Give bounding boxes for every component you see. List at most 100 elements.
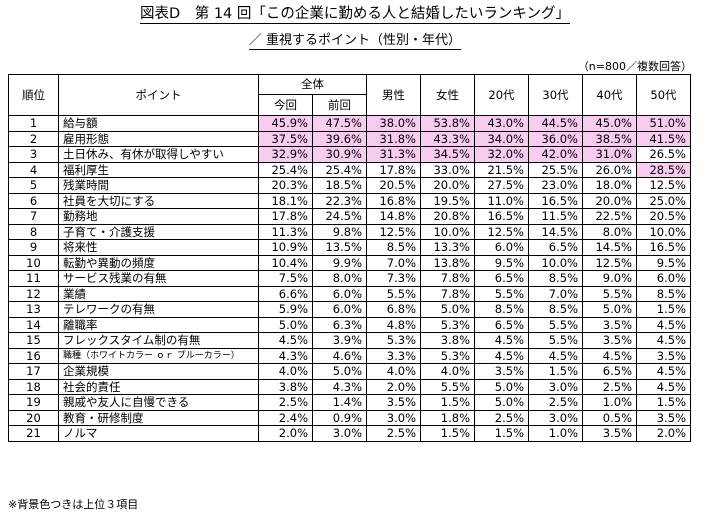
value-cell: 7.5% (258, 270, 313, 287)
value-cell: 3.3% (366, 347, 421, 364)
value-cell: 9.8% (312, 223, 367, 240)
table-row: 21 ノルマ 2.0% 3.0% 2.5% 1.5% 1.5% 1.0% 3.5% 2.0% (8, 425, 691, 442)
value-cell: 5.5% (528, 332, 583, 349)
value-cell: 14.5% (582, 239, 637, 256)
value-cell: 2.5% (528, 394, 583, 411)
header-age40: 40代 (582, 74, 637, 116)
value-cell: 43.3% (420, 130, 475, 147)
value-cell: 1.5% (420, 425, 475, 442)
header-overall: 全体 (258, 74, 367, 95)
value-cell: 34.5% (420, 146, 475, 163)
value-cell: 5.0% (312, 363, 367, 380)
value-cell: 27.5% (474, 177, 529, 194)
value-cell: 33.0% (420, 161, 475, 178)
value-cell: 1.5% (636, 301, 691, 318)
value-cell: 53.8% (420, 115, 475, 132)
table-row: 18 社会的責任 3.8% 4.3% 2.0% 5.5% 5.0% 3.0% 2.5% 4.5% (8, 378, 691, 395)
value-cell: 5.5% (474, 285, 529, 302)
value-cell: 20.5% (636, 208, 691, 225)
value-cell: 5.5% (528, 316, 583, 333)
value-cell: 4.5% (528, 347, 583, 364)
value-cell: 16.5% (636, 239, 691, 256)
value-cell: 19.5% (420, 192, 475, 209)
value-cell: 6.0% (636, 270, 691, 287)
value-cell: 9.5% (636, 254, 691, 271)
rank-cell: 12 (8, 285, 59, 302)
value-cell: 20.3% (258, 177, 313, 194)
table-row: 7 勤務地 17.8% 24.5% 14.8% 20.8% 16.5% 11.5% 22.5% 2… (8, 208, 691, 225)
point-cell: ノルマ (58, 425, 259, 442)
table-row: 14 離職率 5.0% 6.3% 4.8% 5.3% 6.5% 5.5% 3.5% 4.5% (8, 316, 691, 333)
page-subtitle: ／ 重視するポイント（性別・年代） (248, 33, 462, 50)
header-point: ポイント (58, 74, 259, 116)
rank-cell: 4 (8, 161, 59, 178)
table-row: 20 教育・研修制度 2.4% 0.9% 3.0% 1.8% 2.5% 3.0% 0.5% 3.5… (8, 409, 691, 426)
table-row: 11 サービス残業の有無 7.5% 8.0% 7.3% 7.8% 6.5% 8.5% 9.0% 6… (8, 270, 691, 287)
value-cell: 3.0% (528, 409, 583, 426)
value-cell: 7.0% (528, 285, 583, 302)
value-cell: 3.0% (528, 378, 583, 395)
value-cell: 6.5% (528, 239, 583, 256)
value-cell: 2.0% (636, 425, 691, 442)
value-cell: 11.0% (474, 192, 529, 209)
value-cell: 3.8% (420, 332, 475, 349)
value-cell: 5.0% (474, 394, 529, 411)
value-cell: 18.1% (258, 192, 313, 209)
value-cell: 8.5% (636, 285, 691, 302)
table-row: 13 テレワークの有無 5.9% 6.0% 6.8% 5.0% 8.5% 8.5% 5.0% 1.… (8, 301, 691, 318)
value-cell: 6.5% (474, 316, 529, 333)
value-cell: 9.5% (474, 254, 529, 271)
value-cell: 5.5% (366, 285, 421, 302)
value-cell: 45.9% (258, 115, 313, 132)
value-cell: 5.0% (474, 378, 529, 395)
header-age20: 20代 (474, 74, 529, 116)
table-row: 3 土日休み、有休が取得しやすい 32.9% 30.9% 31.3% 34.5% 32.0%… (8, 146, 691, 163)
value-cell: 4.0% (420, 363, 475, 380)
point-cell: 転勤や異動の頻度 (58, 254, 259, 271)
value-cell: 47.5% (312, 115, 367, 132)
value-cell: 4.5% (636, 363, 691, 380)
value-cell: 34.0% (474, 130, 529, 147)
value-cell: 4.8% (366, 316, 421, 333)
point-cell: 勤務地 (58, 208, 259, 225)
value-cell: 43.0% (474, 115, 529, 132)
value-cell: 4.5% (636, 378, 691, 395)
header-previous: 前回 (312, 94, 367, 116)
value-cell: 25.5% (528, 161, 583, 178)
point-cell: 社会的責任 (58, 378, 259, 395)
value-cell: 20.0% (582, 192, 637, 209)
value-cell: 44.5% (528, 115, 583, 132)
value-cell: 8.0% (582, 223, 637, 240)
rank-cell: 7 (8, 208, 59, 225)
rank-cell: 15 (8, 332, 59, 349)
header-current: 今回 (258, 94, 313, 116)
point-cell: フレックスタイム制の有無 (58, 332, 259, 349)
rank-cell: 1 (8, 115, 59, 132)
value-cell: 38.5% (582, 130, 637, 147)
value-cell: 3.5% (636, 347, 691, 364)
value-cell: 28.5% (636, 161, 691, 178)
rank-cell: 21 (8, 425, 59, 442)
value-cell: 22.3% (312, 192, 367, 209)
value-cell: 8.5% (474, 301, 529, 318)
value-cell: 1.4% (312, 394, 367, 411)
value-cell: 51.0% (636, 115, 691, 132)
value-cell: 31.0% (582, 146, 637, 163)
value-cell: 5.0% (420, 301, 475, 318)
header-age30: 30代 (528, 74, 583, 116)
value-cell: 3.5% (366, 394, 421, 411)
point-cell: 教育・研修制度 (58, 409, 259, 426)
value-cell: 14.8% (366, 208, 421, 225)
value-cell: 2.5% (258, 394, 313, 411)
value-cell: 1.5% (420, 394, 475, 411)
header-rank: 順位 (8, 74, 59, 116)
value-cell: 10.9% (258, 239, 313, 256)
value-cell: 12.5% (636, 177, 691, 194)
point-cell: 社員を大切にする (58, 192, 259, 209)
value-cell: 9.0% (582, 270, 637, 287)
rank-cell: 14 (8, 316, 59, 333)
value-cell: 8.5% (366, 239, 421, 256)
value-cell: 4.5% (582, 347, 637, 364)
point-cell: 親戚や友人に自慢できる (58, 394, 259, 411)
value-cell: 3.5% (474, 363, 529, 380)
